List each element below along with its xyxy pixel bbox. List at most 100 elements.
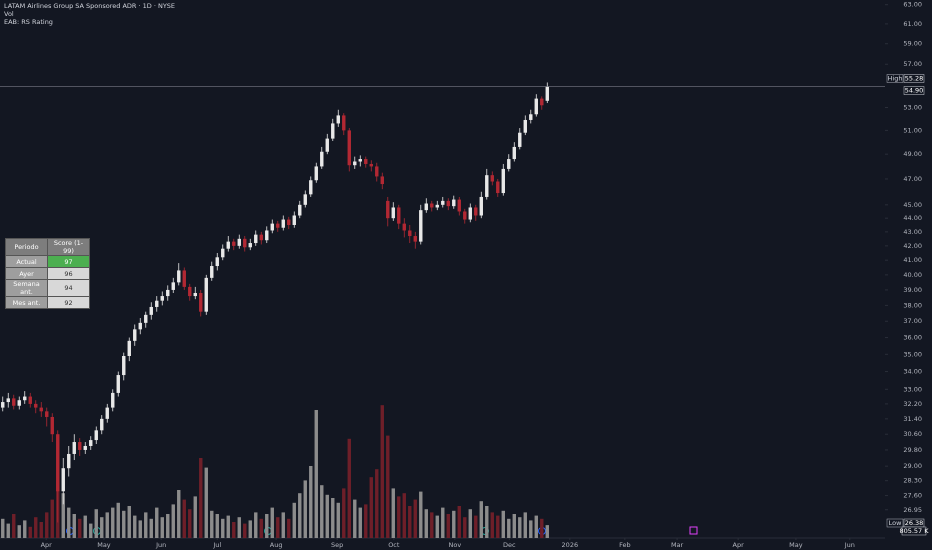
volume-bar: [144, 512, 148, 538]
volume-bar: [138, 520, 142, 538]
candle-body: [479, 196, 483, 216]
candle-body: [248, 243, 252, 248]
x-tick-label: Mar: [671, 541, 684, 549]
y-tick-label: 43.00: [903, 228, 922, 236]
candle-body: [386, 200, 390, 219]
y-tick-label: 37.00: [903, 317, 922, 325]
table-header: Periodo: [5, 238, 48, 256]
volume-bar: [369, 477, 373, 538]
volume-bar: [468, 509, 472, 538]
x-tick-label: May: [97, 541, 111, 549]
candle-body: [45, 411, 49, 417]
y-tick-label: 42.00: [903, 242, 922, 250]
last-price-tag-value: 54.90: [905, 87, 924, 95]
volume-bar: [237, 517, 241, 538]
volume-bar: [518, 517, 522, 538]
candle-body: [34, 403, 38, 408]
candle-body: [50, 416, 54, 435]
candle-body: [210, 266, 214, 278]
candle-body: [94, 430, 98, 441]
y-tick-label: 57.00: [903, 60, 922, 68]
volume-bar: [6, 523, 10, 538]
candle-body: [468, 207, 472, 220]
candle-body: [149, 306, 153, 315]
table-cell: 96: [47, 267, 90, 280]
high-tag-box: [886, 74, 904, 83]
y-tick-label: 28.30: [903, 477, 922, 485]
candle-body: [67, 453, 71, 469]
volume-bar: [413, 499, 417, 538]
volume-bar: [281, 512, 285, 538]
volume-bar: [336, 502, 340, 538]
candle-body: [397, 207, 401, 224]
candle-body: [331, 123, 335, 139]
y-tick-label: 27.60: [903, 492, 922, 500]
volume-bar: [221, 518, 225, 538]
volume-bar: [210, 510, 214, 538]
candle-body: [28, 396, 32, 404]
y-tick-label: 47.00: [903, 175, 922, 183]
candle-body: [529, 114, 533, 120]
volume-bar: [254, 512, 258, 538]
volume-bar: [397, 496, 401, 538]
volume-bar: [204, 467, 208, 538]
y-tick-label: 35.00: [903, 350, 922, 358]
high-tag-label: High: [888, 74, 903, 82]
volume-bar: [545, 525, 549, 538]
table-cell: Actual: [5, 255, 48, 268]
table-cell: 97: [47, 255, 90, 268]
candle-body: [523, 119, 527, 133]
x-tick-label: Feb: [619, 541, 631, 549]
event-marker[interactable]: [689, 526, 698, 535]
volume-bar: [171, 504, 175, 538]
y-tick-label: 59.00: [903, 40, 922, 48]
candle-body: [215, 257, 219, 267]
y-tick-label: 41.00: [903, 256, 922, 264]
volume-bar: [402, 493, 406, 538]
volume-bar: [342, 488, 346, 538]
candle-body: [369, 163, 373, 167]
candle-body: [391, 207, 395, 219]
volume-bar: [347, 438, 351, 538]
volume-bar: [265, 514, 269, 538]
volume-bar: [50, 499, 54, 538]
volume-bar: [199, 458, 203, 538]
y-tick-label: 53.00: [903, 104, 922, 112]
candle-body: [408, 230, 412, 237]
y-tick-label: 44.00: [903, 214, 922, 222]
candle-body: [12, 398, 16, 406]
table-header: Score (1-99): [47, 238, 90, 256]
volume-bar: [78, 518, 82, 538]
volume-bar: [523, 512, 527, 538]
candle-body: [518, 132, 522, 147]
candle-body: [325, 138, 329, 152]
volume-bar: [303, 480, 307, 538]
candle-body: [243, 238, 247, 248]
high-tag-value: 55.28: [905, 74, 924, 82]
candle-body: [413, 236, 417, 242]
volume-bar: [111, 507, 115, 538]
y-tick-label: 34.00: [903, 368, 922, 376]
volume-bar: [441, 507, 445, 538]
volume-bar: [105, 512, 109, 538]
low-tag-box: [886, 518, 904, 528]
candle-body: [23, 396, 27, 401]
indicator-title: EAB: RS Rating: [4, 18, 53, 26]
candle-body: [457, 199, 461, 212]
candle-body: [133, 329, 137, 341]
candle-body: [177, 270, 181, 283]
candle-body: [292, 215, 296, 225]
x-tick-label: 2026: [562, 541, 579, 549]
candle-body: [188, 286, 192, 297]
low-tag-label: Low: [889, 519, 902, 527]
candle-body: [281, 219, 285, 228]
volume-bar: [248, 520, 252, 538]
volume-bar: [149, 518, 153, 538]
volume-bar: [276, 517, 280, 538]
candle-body: [342, 115, 346, 131]
volume-bar: [331, 498, 335, 538]
volume-bar: [45, 512, 49, 538]
candle-body: [375, 166, 379, 177]
y-tick-label: 39.00: [903, 286, 922, 294]
